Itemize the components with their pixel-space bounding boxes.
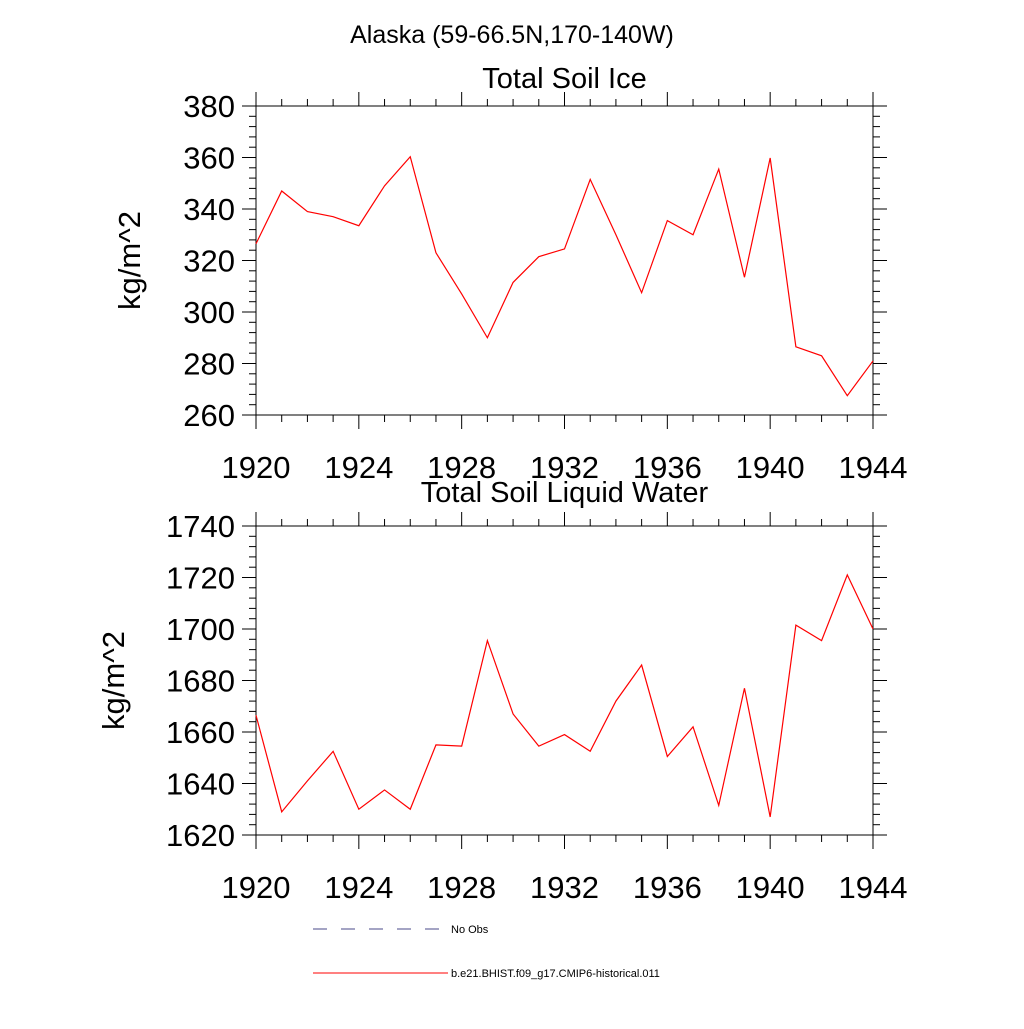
y-tick-label: 1720 bbox=[166, 561, 235, 596]
series-line bbox=[256, 157, 873, 396]
x-tick-label: 1924 bbox=[324, 450, 393, 485]
y-tick-label: 320 bbox=[183, 244, 235, 279]
y-tick-label: 1660 bbox=[166, 715, 235, 750]
y-axis-label: kg/m^2 bbox=[112, 211, 147, 310]
y-tick-label: 280 bbox=[183, 347, 235, 382]
y-tick-label: 1620 bbox=[166, 818, 235, 853]
x-tick-label: 1940 bbox=[736, 870, 805, 905]
x-tick-label: 1936 bbox=[633, 870, 702, 905]
panel-title: Total Soil Liquid Water bbox=[421, 477, 709, 509]
x-tick-label: 1924 bbox=[324, 870, 393, 905]
panel-title: Total Soil Ice bbox=[482, 63, 646, 95]
legend-label-2: b.e21.BHIST.f09_g17.CMIP6-historical.011 bbox=[451, 968, 660, 980]
x-tick-label: 1920 bbox=[222, 450, 291, 485]
legend-label-1: No Obs bbox=[451, 924, 489, 936]
y-tick-label: 1680 bbox=[166, 664, 235, 699]
x-tick-label: 1944 bbox=[839, 450, 908, 485]
y-tick-label: 360 bbox=[183, 141, 235, 176]
y-tick-label: 1740 bbox=[166, 509, 235, 544]
y-tick-label: 260 bbox=[183, 398, 235, 433]
y-tick-label: 380 bbox=[183, 89, 235, 124]
y-tick-label: 1640 bbox=[166, 767, 235, 802]
y-tick-label: 300 bbox=[183, 295, 235, 330]
x-tick-label: 1920 bbox=[222, 870, 291, 905]
plot-frame bbox=[256, 526, 873, 835]
x-tick-label: 1940 bbox=[736, 450, 805, 485]
y-axis-label: kg/m^2 bbox=[96, 631, 131, 730]
plot-frame bbox=[256, 106, 873, 415]
series-line bbox=[256, 575, 873, 817]
x-tick-label: 1928 bbox=[427, 870, 496, 905]
x-tick-label: 1944 bbox=[839, 870, 908, 905]
chart-panel-2: Total Soil Liquid Water kg/m^2 1920 1924 192… bbox=[96, 477, 907, 905]
y-tick-label: 340 bbox=[183, 192, 235, 227]
x-tick-label: 1932 bbox=[530, 870, 599, 905]
legend: No Obs b.e21.BHIST.f09_g17.CMIP6-historic… bbox=[313, 924, 660, 980]
figure-title: Alaska (59-66.5N,170-140W) bbox=[350, 21, 674, 49]
y-tick-label: 1700 bbox=[166, 612, 235, 647]
